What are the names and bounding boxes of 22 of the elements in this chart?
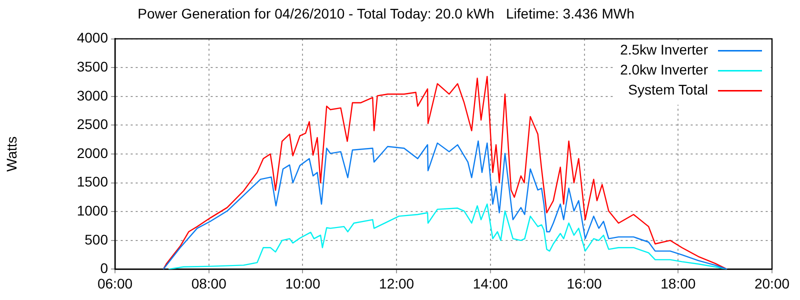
x-tick-label: 16:00	[566, 275, 602, 292]
y-tick-label: 4000	[76, 30, 108, 46]
y-tick-label: 2500	[76, 116, 108, 132]
y-tick-label: 3500	[76, 58, 108, 74]
y-tick-label: 2000	[76, 144, 108, 161]
y-tick-label: 1000	[76, 202, 108, 218]
x-tick-label: 18:00	[660, 275, 696, 292]
x-tick-label: 12:00	[379, 275, 414, 292]
legend-label: 2.0kw Inverter	[620, 62, 708, 78]
y-tick-label: 3000	[76, 87, 108, 104]
y-axis-title: Watts	[3, 136, 20, 172]
legend-label: 2.5kw Inverter	[620, 42, 708, 58]
chart-title: Power Generation for 04/26/2010 - Total Today: 20.0 kWh Lifetime: 3.436 MWh	[138, 5, 634, 22]
x-tick-label: 06:00	[97, 275, 133, 292]
x-tick-label: 14:00	[472, 275, 508, 292]
y-tick-label: 500	[84, 231, 108, 248]
legend-label: System Total	[628, 82, 708, 98]
x-tick-label: 20:00	[754, 275, 790, 292]
y-tick-label: 1500	[76, 174, 108, 190]
x-tick-label: 10:00	[285, 275, 320, 292]
y-tick-label: 0	[100, 260, 108, 276]
x-tick-label: 08:00	[191, 275, 227, 292]
